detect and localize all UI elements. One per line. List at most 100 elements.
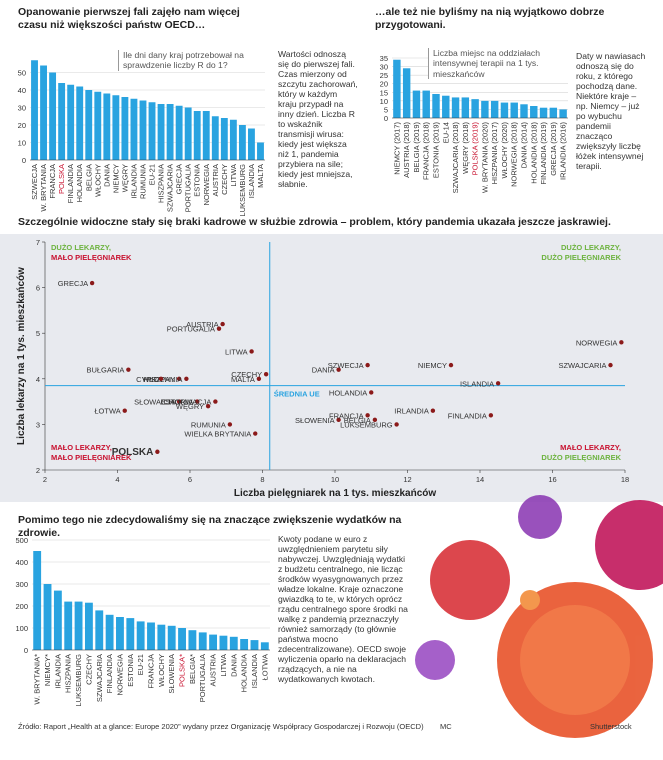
x-tick-label: AUSTRIA xyxy=(211,164,220,197)
bar xyxy=(209,634,218,650)
bar xyxy=(167,625,176,650)
point-label: WŁOCHY xyxy=(142,375,175,384)
bar xyxy=(166,104,174,160)
bar xyxy=(530,106,538,118)
bar xyxy=(250,640,259,650)
point-label: FRANCJA xyxy=(329,411,364,420)
x-tick-label: LUKSEMBURG xyxy=(74,654,83,707)
x-tick-label: HOLANDIA xyxy=(75,164,84,202)
point xyxy=(158,376,164,381)
x-tick-label: POLSKA xyxy=(57,164,66,194)
x-tick-label: ESTONIA xyxy=(193,164,202,197)
point-label: ŁOTWA xyxy=(94,407,120,416)
y-tick-label: 400 xyxy=(15,558,28,567)
bar xyxy=(58,83,66,160)
point xyxy=(220,321,225,327)
bar xyxy=(393,59,401,118)
point xyxy=(227,422,233,427)
point-label: HOLANDIA xyxy=(329,388,367,397)
point xyxy=(365,362,370,368)
y-tick-label: 7 xyxy=(36,238,40,247)
x-tick-label: HOLANDIA (2018) xyxy=(529,122,538,184)
point-label: MALTA xyxy=(231,375,255,384)
x-tick-label: 2 xyxy=(43,475,47,484)
x-tick-label: DANIA (2014) xyxy=(520,122,529,169)
quadrant-label: DUŻO PIELĘGNIAREK xyxy=(541,253,621,262)
point xyxy=(336,367,341,372)
point xyxy=(122,408,127,413)
bar xyxy=(139,100,147,160)
bar xyxy=(260,642,269,650)
bar xyxy=(220,118,228,160)
point-label: NORWEGIA xyxy=(576,338,618,347)
x-tick-label: SZWAJCARIA xyxy=(95,654,104,702)
point-label: DANIA xyxy=(312,366,335,375)
x-tick-label: NIEMCY (2017) xyxy=(392,121,401,174)
bar xyxy=(402,68,411,118)
x-tick-label: PORTUGALIA xyxy=(184,164,193,212)
point-label: FINLANDIA xyxy=(448,411,487,420)
quadrant-label: DUŻO LEKARZY, xyxy=(51,243,111,252)
x-tick-label: AUSTRIA xyxy=(209,654,218,687)
x-tick-label: GRECJA xyxy=(175,164,184,194)
bar xyxy=(184,107,192,160)
x-tick-label: IRLANDIA xyxy=(129,164,138,199)
y-tick-label: 0 xyxy=(24,646,28,655)
bar xyxy=(76,86,84,160)
point-label: NIEMCY xyxy=(418,361,447,370)
bar xyxy=(451,97,460,118)
x-tick-label: BELGIA xyxy=(84,164,93,191)
point xyxy=(176,399,182,404)
scatter-panel xyxy=(0,234,663,502)
y-tick-label: 10 xyxy=(380,97,388,106)
y-tick-label: 30 xyxy=(380,63,388,72)
point xyxy=(488,413,494,418)
chart-note: Kwoty podane w euro z uwzględnieniem par… xyxy=(278,534,408,684)
x-tick-label: PORTUGALIA xyxy=(198,654,207,702)
chart-note: Daty w nawiasach odnoszą się do roku, z … xyxy=(576,51,646,171)
bar xyxy=(422,90,430,118)
x-tick-label: HISZPANIA xyxy=(157,164,166,203)
bar xyxy=(64,601,73,650)
x-tick-label: EU-21 xyxy=(136,654,145,675)
bar xyxy=(67,84,75,160)
x-axis-title: Liczba pielęgniarek na 1 tys. mieszkańcó… xyxy=(234,488,437,499)
x-tick-label: BELGIA* xyxy=(188,654,197,684)
x-tick-label: NORWEGIA xyxy=(115,654,124,696)
point-label: ISLANDIA xyxy=(460,379,494,388)
bar xyxy=(442,95,450,118)
x-tick-label: WĘGRY xyxy=(120,164,129,192)
x-tick-label: CZECHY xyxy=(220,164,229,195)
x-tick-label: SZWECJA xyxy=(30,164,39,200)
y-tick-label: 15 xyxy=(380,88,388,97)
x-tick-label: ISLANDIA xyxy=(250,654,259,688)
point-label: CZECHY xyxy=(231,370,262,379)
point-label: WIELKA BRYTANIA xyxy=(184,430,251,439)
bar xyxy=(229,119,237,160)
point-label: SZWAJCARIA xyxy=(558,361,606,370)
x-tick-label: 14 xyxy=(476,475,484,484)
x-tick-label: 4 xyxy=(115,475,119,484)
x-tick-label: HISZPANIA xyxy=(64,654,73,693)
bar xyxy=(193,111,201,160)
bar xyxy=(43,584,52,650)
bar xyxy=(103,93,111,160)
bar xyxy=(240,639,249,650)
bar xyxy=(219,635,228,650)
virus-decoration xyxy=(415,495,663,738)
y-tick-label: 50 xyxy=(18,69,26,78)
bar xyxy=(112,95,120,160)
point xyxy=(253,431,258,436)
bar xyxy=(175,105,183,160)
bar xyxy=(31,60,38,160)
x-tick-label: NORWEGIA xyxy=(202,164,211,206)
x-tick-label: NORWEGIA (2018) xyxy=(510,122,519,187)
y-tick-label: 0 xyxy=(22,156,26,165)
x-tick-label: FRANCJA xyxy=(48,164,57,199)
bar xyxy=(95,610,104,650)
x-tick-label: IRLANDIA xyxy=(53,654,62,689)
chart-note: Wartości odnoszą się do pierwszej fali. … xyxy=(278,49,358,189)
point-label: CHORWACJA xyxy=(163,398,211,407)
x-tick-label: MALTA xyxy=(256,164,265,188)
y-tick-label: 5 xyxy=(384,105,388,114)
